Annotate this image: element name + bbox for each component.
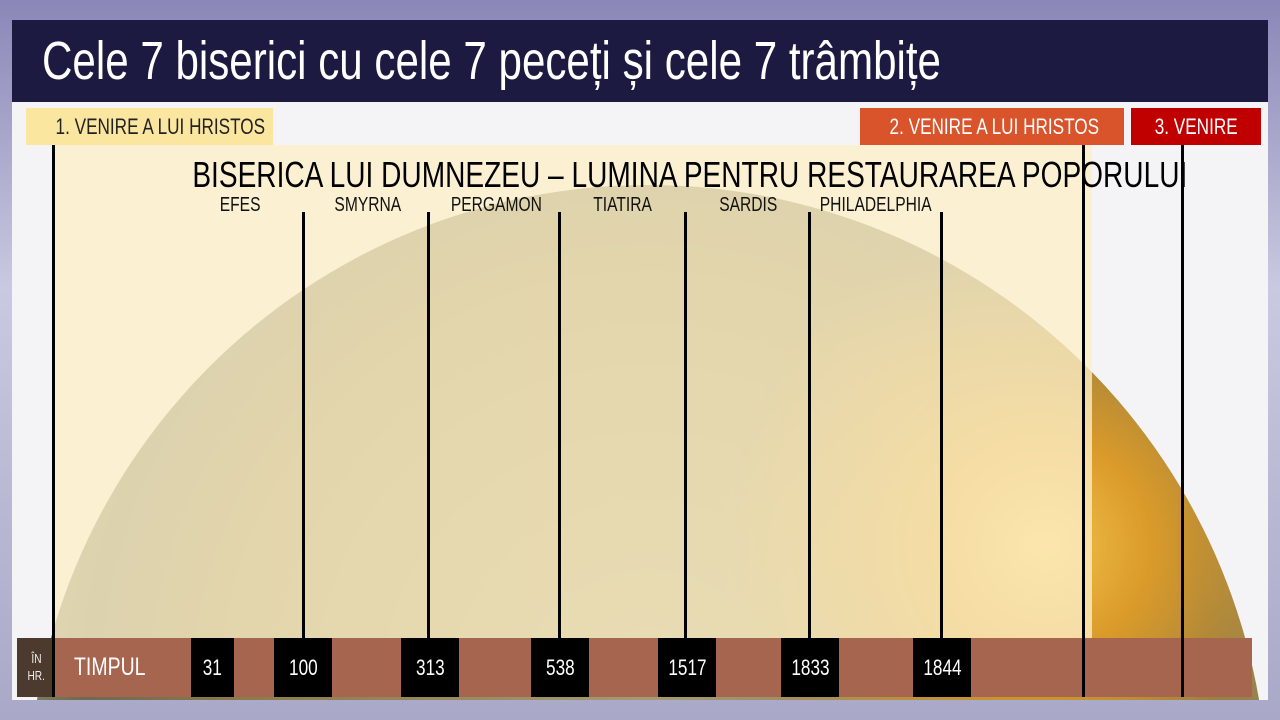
first-coming-line xyxy=(52,145,55,697)
church-pergamon: PERGAMON xyxy=(450,194,542,216)
year-1517: 1517 xyxy=(658,638,716,697)
slide: Cele 7 biserici cu cele 7 peceți și cele… xyxy=(12,20,1268,700)
church-sardis: SARDIS xyxy=(718,194,778,216)
year-100: 100 xyxy=(274,638,332,697)
year-313: 313 xyxy=(401,638,459,697)
church-efes: EFES xyxy=(219,194,261,216)
divider-line xyxy=(940,212,943,640)
divider-line xyxy=(302,212,305,640)
first-coming-label: 1. VENIRE A LUI HRISTOS xyxy=(26,108,273,145)
second-coming-line xyxy=(1082,145,1085,697)
second-coming-label: 2. VENIRE A LUI HRISTOS xyxy=(860,108,1124,145)
church-era-overlay xyxy=(52,145,1092,640)
church-smyrna: SMYRNA xyxy=(334,194,402,216)
year-1844: 1844 xyxy=(913,638,971,697)
year-538: 538 xyxy=(531,638,589,697)
heading: BISERICA LUI DUMNEZEU – LUMINA PENTRU RE… xyxy=(192,154,1188,195)
title-bar: Cele 7 biserici cu cele 7 peceți și cele… xyxy=(12,20,1268,102)
divider-line xyxy=(427,212,430,640)
church-philadelphia: PHILADELPHIA xyxy=(820,194,932,216)
divider-line xyxy=(808,212,811,640)
divider-line xyxy=(558,212,561,640)
third-coming-line xyxy=(1181,145,1184,697)
year-31: 31 xyxy=(191,638,234,697)
timeline-label: TIMPUL xyxy=(74,653,146,681)
year-1833: 1833 xyxy=(781,638,839,697)
era-label: ÎN HR. xyxy=(17,638,55,697)
divider-line xyxy=(684,212,687,640)
church-tiatira: TIATIRA xyxy=(593,194,653,216)
slide-title: Cele 7 biserici cu cele 7 peceți și cele… xyxy=(42,31,941,91)
third-coming-label: 3. VENIRE xyxy=(1131,108,1261,145)
